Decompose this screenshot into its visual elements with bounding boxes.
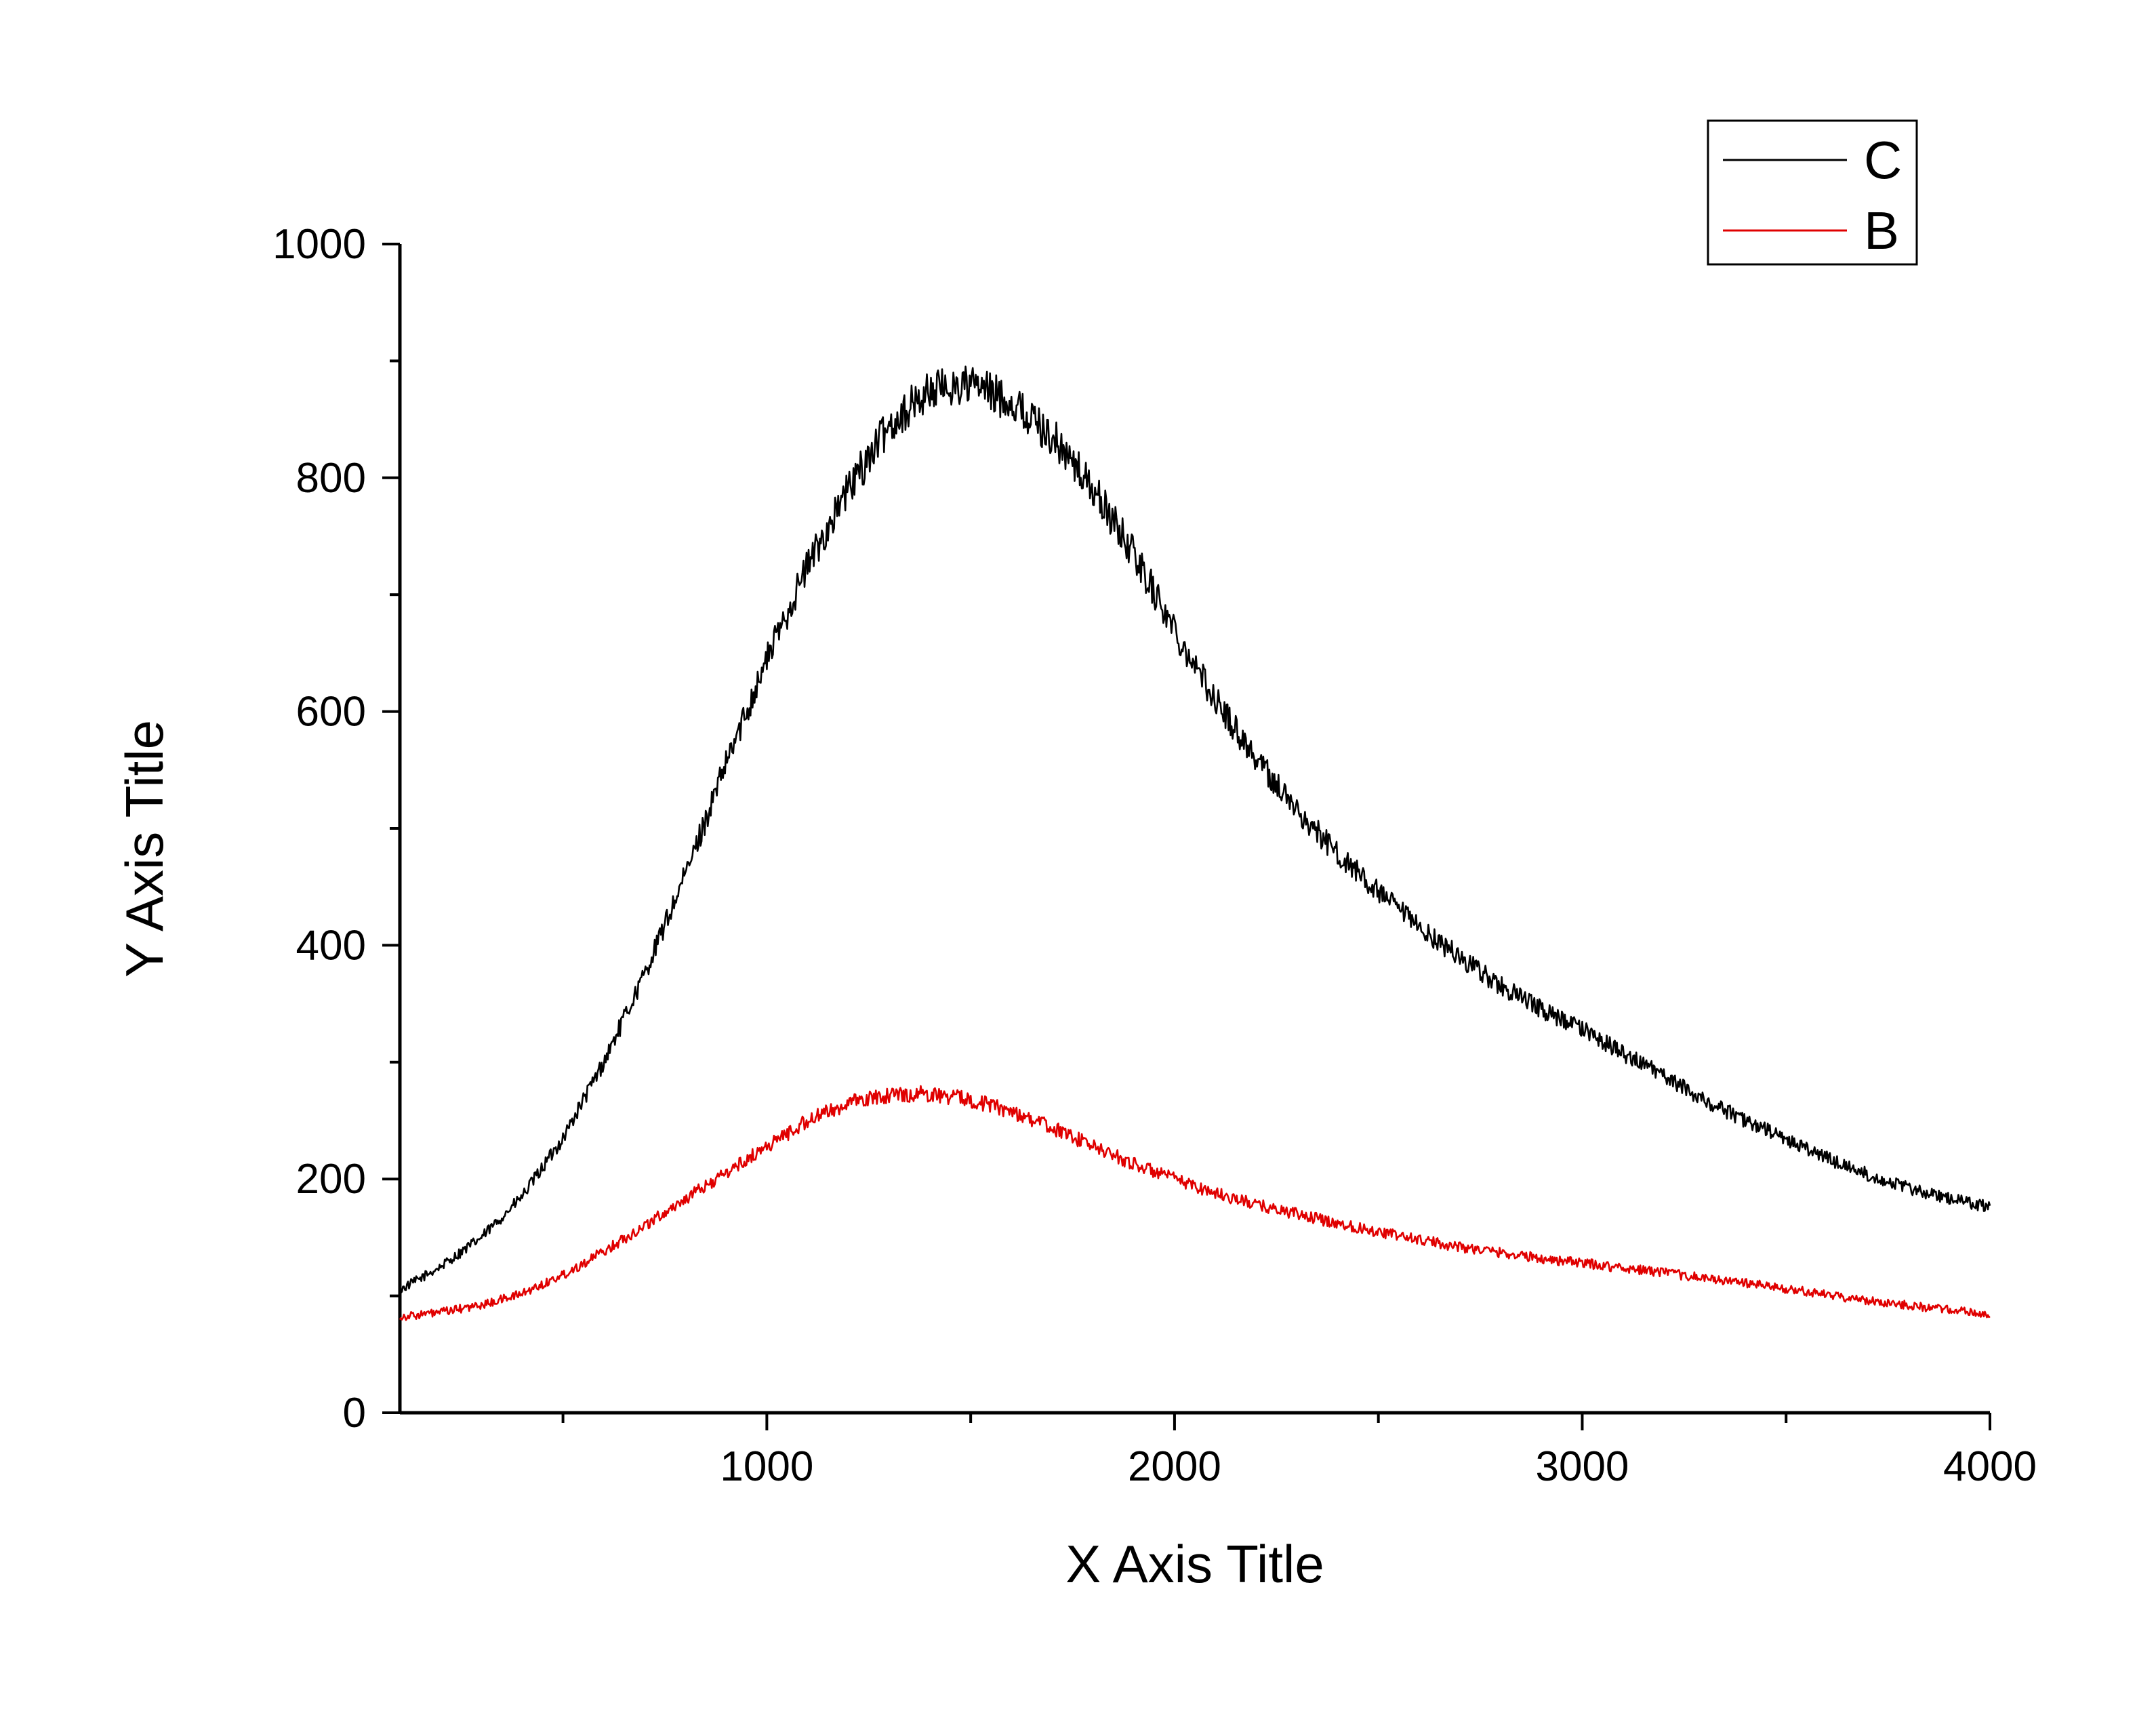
legend-items: CB [1723,130,1902,260]
y-tick-label: 600 [296,689,366,736]
axes: 0 200 400 600 800 1000 1000 2000 3000 4000 [272,221,2037,1490]
legend-label-b: B [1864,201,1899,260]
series-line-c [399,365,1991,1294]
y-tick-label: 800 [296,455,366,502]
y-tick-label: 400 [296,922,366,969]
x-axis-title: X Axis Title [1065,1534,1324,1594]
y-ticks: 0 200 400 600 800 1000 [272,221,400,1436]
y-axis-title: Y Axis Title [115,720,174,978]
y-tick-label: 0 [343,1390,366,1436]
x-tick-label: 1000 [720,1443,813,1490]
x-tick-label: 4000 [1943,1443,2037,1490]
y-tick-label: 200 [296,1156,366,1203]
series [399,365,1991,1321]
x-tick-label: 2000 [1128,1443,1221,1490]
y-tick-label: 1000 [272,221,366,268]
legend-box [1707,119,1918,266]
legend-label-c: C [1864,130,1902,190]
x-ticks: 1000 2000 3000 4000 [561,1413,2037,1490]
legend: CB [1707,119,1918,266]
series-line-b [399,1085,1991,1321]
x-tick-label: 3000 [1535,1443,1629,1490]
